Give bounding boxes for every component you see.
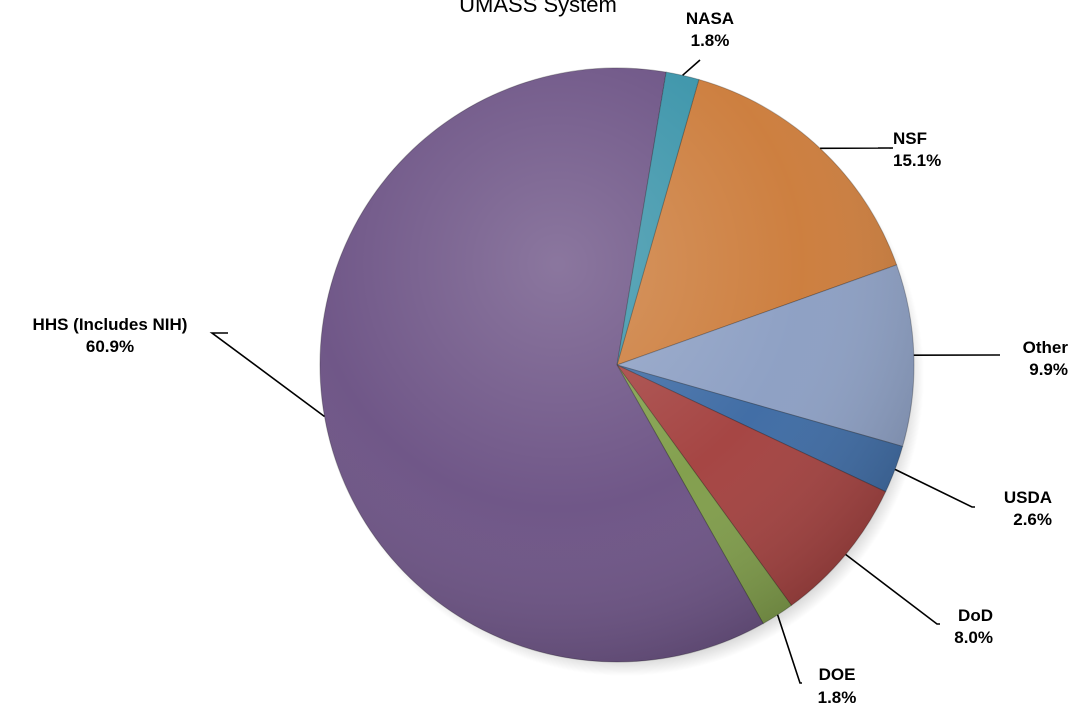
leader-lines xyxy=(209,59,1000,684)
slice-value-dod: 8.0% xyxy=(954,628,993,647)
leader-line-doe xyxy=(776,614,802,684)
slice-label-dod: DoD xyxy=(958,606,993,625)
leader-line-dod xyxy=(845,553,940,625)
chart-title: UMASS System xyxy=(459,0,617,17)
slice-label-other: Other xyxy=(1023,338,1069,357)
leader-line-nasa xyxy=(682,59,701,76)
slice-value-hhs-includes-nih: 60.9% xyxy=(86,337,134,356)
pie-gloss xyxy=(320,68,914,662)
slice-value-doe: 1.8% xyxy=(818,688,857,707)
slice-label-hhs-includes-nih: HHS (Includes NIH) xyxy=(33,315,188,334)
slice-value-usda: 2.6% xyxy=(1013,510,1052,529)
leader-line-hhs-includes-nih xyxy=(209,332,325,418)
slice-value-other: 9.9% xyxy=(1029,360,1068,379)
slice-label-nsf: NSF xyxy=(893,129,927,148)
slice-value-nasa: 1.8% xyxy=(691,31,730,50)
slice-label-usda: USDA xyxy=(1004,488,1052,507)
leader-line-usda xyxy=(894,468,975,508)
slice-labels: NSF 15.1% Other 9.9% USDA 2.6% DoD 8.0% DOE 1.8% H… xyxy=(33,9,1069,707)
slice-label-doe: DOE xyxy=(819,665,856,684)
slice-value-nsf: 15.1% xyxy=(893,151,941,170)
slice-label-nasa: NASA xyxy=(686,9,734,28)
pie-gloss-overlay xyxy=(320,68,914,662)
